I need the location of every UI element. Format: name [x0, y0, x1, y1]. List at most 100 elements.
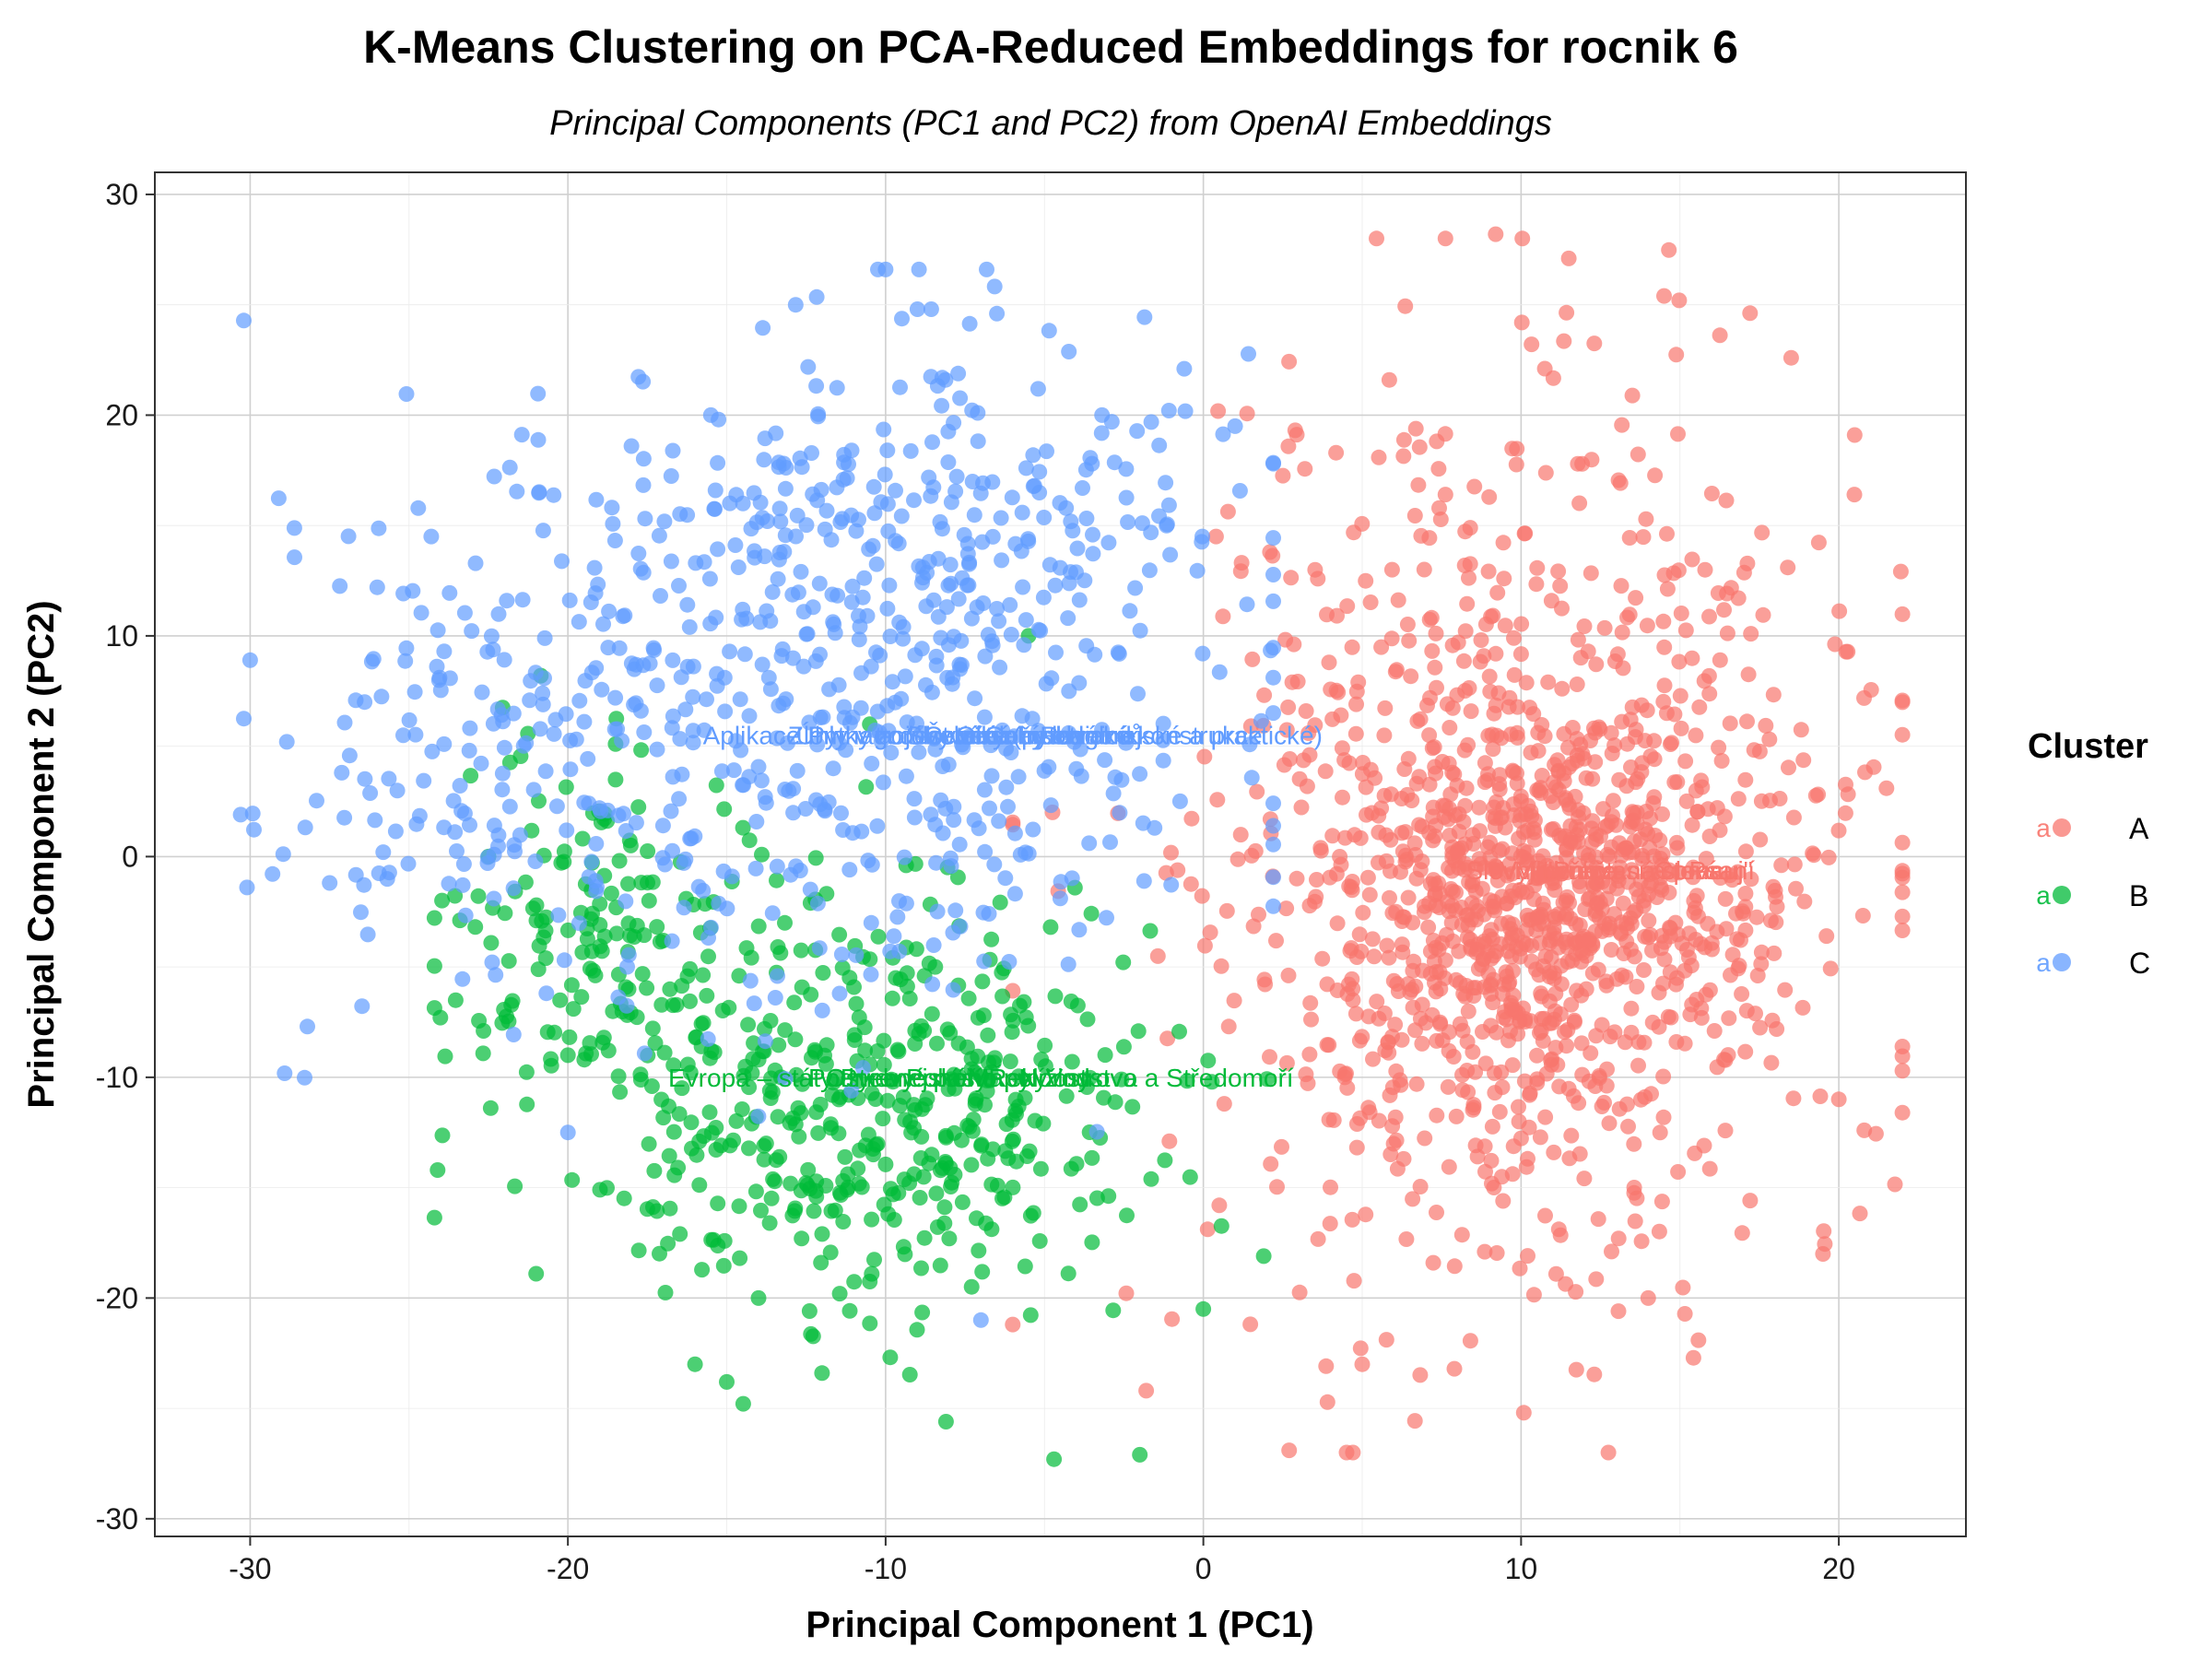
point-b — [1031, 1233, 1048, 1249]
point-c — [843, 442, 860, 459]
point-c — [741, 769, 758, 785]
point-a — [1488, 1024, 1505, 1041]
point-a — [1411, 439, 1428, 455]
point-a — [1295, 752, 1312, 769]
point-b — [1200, 1053, 1217, 1069]
point-c — [950, 365, 967, 382]
point-a — [1894, 923, 1911, 938]
point-a — [1482, 977, 1499, 994]
point-c — [1171, 793, 1188, 809]
point-c — [538, 985, 555, 1002]
point-c — [814, 1002, 830, 1018]
point-a — [1639, 702, 1655, 719]
point-a — [1794, 999, 1811, 1016]
point-c — [1102, 834, 1118, 851]
point-a — [1406, 1413, 1423, 1430]
point-a — [1346, 1273, 1362, 1289]
point-c — [499, 593, 515, 609]
point-a — [1603, 942, 1619, 958]
point-b — [1105, 1302, 1122, 1319]
point-a — [1710, 585, 1726, 601]
point-a — [1684, 817, 1700, 833]
point-a — [1364, 931, 1381, 947]
point-b — [592, 896, 608, 912]
point-b — [885, 1074, 901, 1090]
point-a — [1655, 693, 1672, 710]
point-c — [897, 668, 913, 685]
point-a — [1659, 525, 1675, 542]
point-a — [1678, 793, 1695, 809]
point-a — [1737, 843, 1754, 860]
point-a — [1318, 1358, 1335, 1374]
x-tick-label: 0 — [1195, 1552, 1212, 1585]
point-a — [1652, 832, 1668, 849]
point-c — [906, 492, 922, 509]
point-a — [1730, 791, 1747, 807]
point-a — [1291, 771, 1308, 787]
point-c — [914, 574, 930, 591]
point-a — [1314, 950, 1331, 967]
point-c — [371, 865, 387, 881]
point-a — [1456, 862, 1473, 878]
point-b — [708, 777, 724, 794]
point-a — [1448, 884, 1464, 900]
point-c — [776, 544, 793, 560]
point-c — [1177, 403, 1194, 419]
point-c — [1068, 760, 1085, 777]
point-c — [270, 490, 287, 507]
point-a — [1446, 1258, 1463, 1275]
point-b — [864, 1211, 880, 1228]
point-a — [1651, 984, 1667, 1001]
point-c — [395, 727, 411, 744]
point-a — [1696, 1137, 1712, 1154]
point-b — [595, 1030, 612, 1046]
point-b — [653, 1091, 670, 1108]
point-c — [588, 836, 605, 852]
point-c — [287, 549, 302, 566]
point-a — [1701, 1160, 1718, 1177]
point-b — [447, 992, 464, 1008]
point-a — [1465, 1100, 1482, 1116]
point-c — [934, 370, 950, 386]
point-c — [406, 684, 423, 700]
point-a — [1637, 1088, 1653, 1105]
point-a — [1321, 1037, 1337, 1053]
point-a — [1512, 1260, 1528, 1277]
point-a — [1348, 683, 1365, 700]
point-a — [1576, 618, 1593, 634]
point-c — [1084, 455, 1100, 472]
point-b — [846, 1274, 863, 1290]
point-b — [954, 1194, 971, 1210]
point-a — [1613, 578, 1630, 594]
point-c — [1155, 715, 1171, 732]
point-a — [1488, 1245, 1505, 1261]
point-b — [563, 977, 580, 994]
point-c — [635, 373, 652, 390]
point-a — [1615, 895, 1631, 912]
point-a — [1529, 559, 1546, 576]
point-a — [1894, 1104, 1911, 1121]
point-c — [918, 677, 934, 693]
point-c — [407, 726, 424, 743]
point-a — [1437, 952, 1453, 969]
point-c — [727, 537, 744, 553]
point-a — [1348, 1139, 1365, 1156]
point-a — [1751, 743, 1768, 759]
point-b — [912, 1190, 928, 1206]
point-a — [1412, 862, 1429, 878]
point-c — [760, 669, 777, 686]
point-c — [911, 558, 927, 574]
point-a — [1615, 660, 1631, 677]
point-a — [1716, 808, 1733, 825]
point-c — [462, 720, 478, 736]
point-c — [835, 822, 852, 838]
point-c — [829, 479, 845, 496]
point-c — [1041, 759, 1057, 775]
point-c — [1194, 645, 1211, 662]
point-a — [1275, 467, 1291, 484]
point-c — [1000, 798, 1016, 815]
point-a — [1599, 1061, 1615, 1077]
point-c — [672, 731, 688, 747]
legend-label: B — [2129, 879, 2148, 912]
point-a — [1718, 492, 1735, 509]
